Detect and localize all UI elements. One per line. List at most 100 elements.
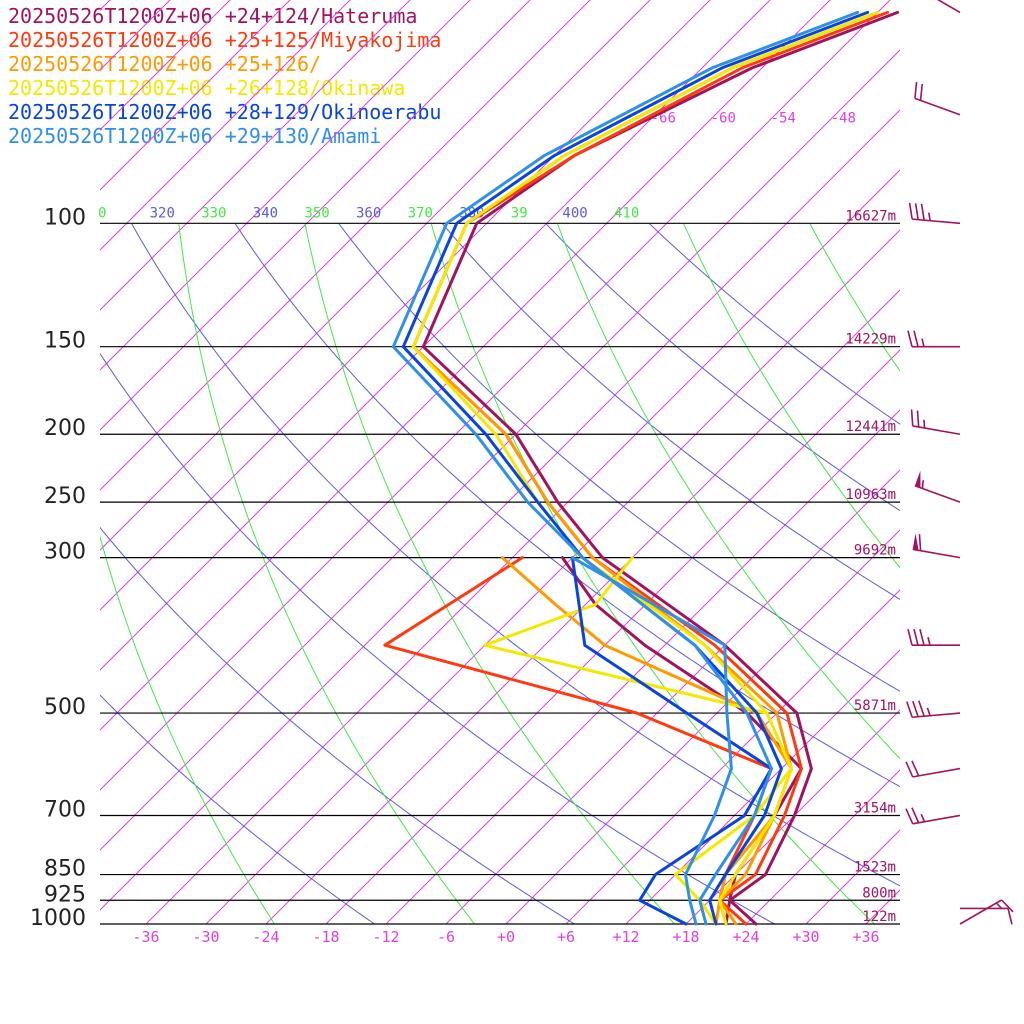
wind-barb [910,409,961,436]
wind-barb [912,533,961,559]
legend-entry-okinawa: 20250526T1200Z+06 +26+128/Okinawa [8,76,406,100]
height-label: 122m [862,909,896,925]
theta-label: 370 [408,205,433,221]
temperature-tick-label: +0 [497,928,515,946]
isotherm-label: -48 [831,110,856,126]
pressure-label: 850 [44,857,86,882]
legend-entry-hateruma: 20250526T1200Z+06 +24+124/Hateruma [8,4,418,28]
height-label: 10963m [845,487,896,503]
dry-adiabat-line [545,224,900,512]
isotherm-line [100,0,711,611]
wind-barb-staff [912,814,961,825]
wind-barb-half-feather [923,419,926,429]
wind-barbs [905,0,1014,925]
isotherm-line [100,0,111,11]
wind-barb-feather [919,83,924,101]
isotherm-label: -60 [711,110,736,126]
legend-entry-miyakojima: 20250526T1200Z+06 +25+125/Miyakojima [8,28,442,52]
pressure-label: 1000 [30,906,86,931]
wind-barb [914,81,961,116]
temperature-line-1 [421,10,900,926]
moist-adiabat-line [557,224,900,760]
theta-label: 330 [201,205,226,221]
moist-adiabat-line [304,224,675,924]
isotherm-line [100,0,231,131]
wind-barb-staff [936,0,961,14]
dry-adiabat-line [649,224,900,425]
temperature-tick-label: -6 [437,928,455,946]
isotherm-line [565,589,900,924]
theta-label: 340 [253,205,278,221]
dry-adiabat-line [442,224,900,601]
pressure-label: 200 [44,416,86,441]
wind-barb [914,470,961,503]
isotherm-line [445,469,900,924]
height-label: 14229m [845,332,896,348]
isotherm-line [986,0,1024,924]
legend-entry-amami: 20250526T1200Z+06 +29+130/Amami [8,124,382,148]
dewpoint-line-5 [570,556,773,926]
wind-barb-feather [918,534,922,551]
temperature-tick-label: +18 [672,928,699,946]
wind-barb-staff [914,97,961,116]
wind-barb-feather [905,761,914,778]
theta-label: 0 [98,205,106,221]
legend: 20250526T1200Z+06 +24+124/Hateruma 20250… [8,4,441,148]
wind-barb-staff [912,712,961,719]
wind-barb-staff [914,484,961,503]
dry-adiabat-line [100,526,575,924]
height-label: 5871m [854,698,896,714]
wind-barb-half-feather [927,636,931,646]
dry-adiabat-line [338,224,900,692]
isotherm-line [100,0,771,671]
wind-barb-feather [911,807,920,824]
pressure-label: 500 [44,695,86,720]
wind-barb-half-feather [920,813,926,823]
isotherm-line [505,529,900,924]
isotherm-line [625,649,900,924]
temperature-line-2 [411,10,890,926]
temperature-tick-label: -18 [312,928,339,946]
moist-adiabat-line [683,224,900,569]
pressure-label: 700 [44,797,86,822]
wind-barb-feather [914,203,919,220]
isotherm-line [205,229,900,924]
wind-barb-feather [919,628,925,646]
isotherm-line [325,349,900,924]
wind-barb-half-feather [926,707,931,716]
wind-barb-staff [912,425,961,436]
dewpoint-line-4 [483,556,793,926]
pressure-label: 300 [44,540,86,565]
moist-adiabat-lines [100,208,1024,924]
pressure-label: 150 [44,329,86,354]
isotherm-line [100,0,591,491]
temperature-tick-label: +36 [852,928,879,946]
isotherm-line [100,0,351,251]
moist-adiabat-line [809,224,900,372]
wind-barb-half-feather [921,480,925,489]
temperature-tick-label: -30 [192,928,219,946]
wind-barb [907,628,960,646]
isotherm-line [865,889,900,924]
isotherm-line [100,0,651,551]
isotherm-line [926,0,1024,924]
isobar-lines [100,222,900,925]
temperature-tick-label: +12 [612,928,639,946]
wind-barb-feather [906,701,913,718]
wind-barb-feather [911,760,920,777]
wind-barb-staff [912,767,961,778]
wind-barb [959,899,1014,925]
wind-barb-feather [916,410,920,428]
temperature-line-6 [391,10,860,926]
temperature-tick-label: +30 [792,928,819,946]
dewpoint-line-6 [570,556,733,926]
wind-barb-flag [912,533,919,551]
wind-barb [906,700,961,719]
wind-barb-staff [959,899,1002,925]
wind-barb [908,202,961,225]
moist-adiabat-line [926,208,1024,924]
theta-label: 410 [614,205,639,221]
pressure-label: 925 [44,882,86,907]
height-label: 12441m [845,419,896,435]
